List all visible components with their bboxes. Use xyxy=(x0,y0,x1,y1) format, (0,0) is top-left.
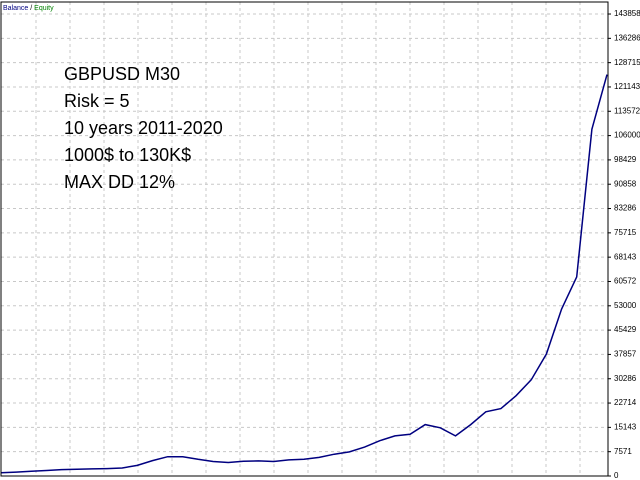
y-tick-label: 90858 xyxy=(614,179,637,188)
y-tick-label: 0 xyxy=(614,471,619,480)
y-tick-label: 121143 xyxy=(614,82,640,91)
annotation: 10 years 2011-2020 xyxy=(64,118,223,138)
y-tick-label: 68143 xyxy=(614,252,637,261)
annotations: GBPUSD M30 Risk = 5 10 years 2011-2020 1000… xyxy=(64,64,223,192)
annotation: 1000$ to 130K$ xyxy=(64,145,191,165)
y-tick-label: 143858 xyxy=(614,9,640,18)
vertical-grid xyxy=(35,2,581,476)
y-tick-label: 136286 xyxy=(614,33,640,42)
y-tick-label: 83286 xyxy=(614,204,637,213)
y-tick-label: 30286 xyxy=(614,374,637,383)
plot-border xyxy=(0,1,609,477)
annotation: Risk = 5 xyxy=(64,91,130,111)
legend-entry: Balance xyxy=(3,5,28,12)
y-tick-label: 98429 xyxy=(614,155,637,164)
plot xyxy=(0,13,608,477)
y-tick-label: 37857 xyxy=(614,350,637,359)
y-tick-label: 15143 xyxy=(614,422,637,431)
y-tick-label: 53000 xyxy=(614,301,637,310)
y-tick-label: 128715 xyxy=(614,58,640,67)
annotation: MAX DD 12% xyxy=(64,172,175,192)
y-tick-label: 106000 xyxy=(614,131,640,140)
y-tick-label: 45429 xyxy=(614,325,637,334)
legend: Balance / Equity xyxy=(3,5,54,12)
balance-line xyxy=(0,74,608,474)
y-tick-label: 113572 xyxy=(614,106,640,115)
y-tick-label: 75715 xyxy=(614,228,637,237)
legend-entry: Equity xyxy=(34,5,54,12)
legend-separator: / xyxy=(30,5,32,12)
annotation: GBPUSD M30 xyxy=(64,64,180,84)
y-tick-label: 7571 xyxy=(614,447,632,456)
y-tick-label: 22714 xyxy=(614,398,637,407)
y-tick-label: 60572 xyxy=(614,277,637,286)
